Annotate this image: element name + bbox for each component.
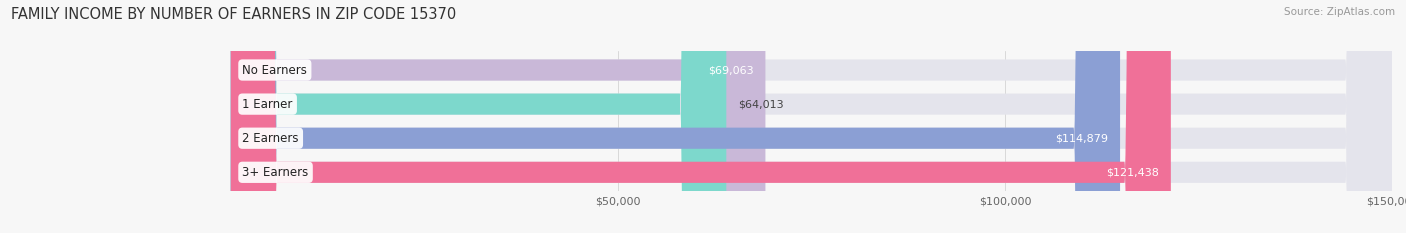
FancyBboxPatch shape [231, 0, 1121, 233]
FancyBboxPatch shape [231, 0, 1171, 233]
FancyBboxPatch shape [231, 0, 1392, 233]
Text: $114,879: $114,879 [1056, 133, 1108, 143]
Text: $64,013: $64,013 [738, 99, 783, 109]
Text: 1 Earner: 1 Earner [242, 98, 292, 111]
Text: FAMILY INCOME BY NUMBER OF EARNERS IN ZIP CODE 15370: FAMILY INCOME BY NUMBER OF EARNERS IN ZI… [11, 7, 457, 22]
FancyBboxPatch shape [231, 0, 765, 233]
Text: 2 Earners: 2 Earners [242, 132, 299, 145]
Text: 3+ Earners: 3+ Earners [242, 166, 309, 179]
Text: $69,063: $69,063 [709, 65, 754, 75]
FancyBboxPatch shape [231, 0, 1392, 233]
FancyBboxPatch shape [231, 0, 1392, 233]
FancyBboxPatch shape [231, 0, 727, 233]
FancyBboxPatch shape [231, 0, 1392, 233]
Text: $121,438: $121,438 [1107, 167, 1159, 177]
Text: No Earners: No Earners [242, 64, 308, 76]
Text: Source: ZipAtlas.com: Source: ZipAtlas.com [1284, 7, 1395, 17]
